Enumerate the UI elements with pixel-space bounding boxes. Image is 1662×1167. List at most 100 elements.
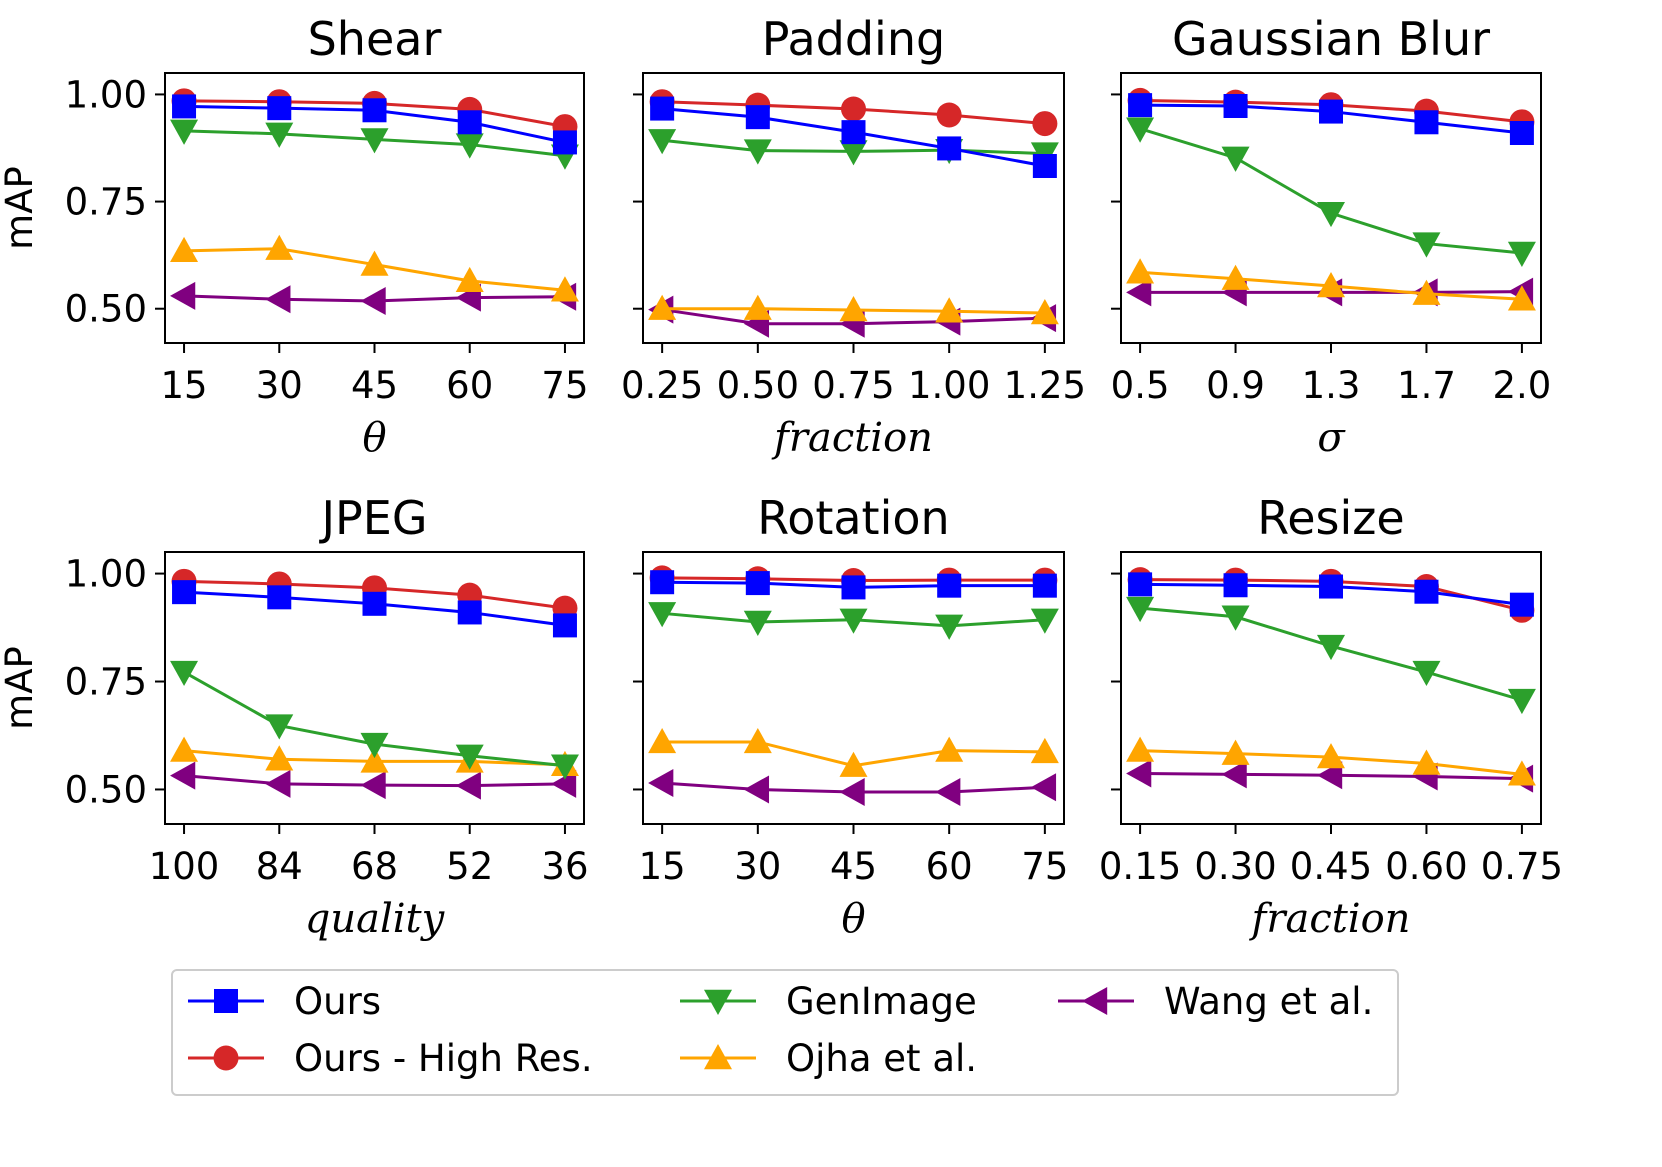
series-wang — [170, 761, 577, 800]
legend-label: Wang et al. — [1164, 980, 1373, 1023]
data-point — [550, 276, 579, 302]
data-point — [648, 768, 674, 797]
series-ours — [650, 96, 1057, 178]
x-tick-label: 52 — [446, 845, 493, 888]
data-point — [648, 129, 677, 155]
series-ojha — [1126, 258, 1536, 311]
x-tick-label: 60 — [926, 845, 973, 888]
legend: Ours Ours - High Res. GenImage Ojha et al. W… — [171, 969, 1399, 1096]
series-ours — [650, 570, 1057, 600]
data-point — [552, 613, 577, 638]
data-point — [455, 266, 484, 293]
data-point — [1126, 117, 1155, 143]
x-tick-label: 0.45 — [1290, 845, 1372, 888]
data-point — [170, 119, 199, 145]
data-point — [267, 96, 292, 121]
series-ojha — [170, 234, 579, 302]
data-point — [935, 614, 964, 640]
series-ours — [1128, 93, 1534, 145]
legend-item-ojha: Ojha et al. — [680, 1037, 977, 1080]
data-point — [265, 285, 291, 314]
data-point — [841, 96, 866, 122]
data-point — [1223, 573, 1248, 598]
legend-marker — [214, 989, 238, 1013]
data-point — [935, 778, 961, 807]
series-ojha — [648, 727, 1059, 777]
legend-item-wang: Wang et al. — [1058, 980, 1373, 1023]
data-point — [1032, 573, 1057, 598]
data-point — [1032, 111, 1058, 137]
x-tick-label: 30 — [734, 845, 781, 888]
data-point — [362, 98, 387, 123]
data-point — [455, 771, 481, 800]
series-ojha — [1126, 736, 1536, 786]
legend-marker — [704, 1044, 732, 1070]
data-point — [170, 281, 196, 310]
series-ours — [1128, 572, 1534, 617]
data-point — [172, 580, 197, 605]
x-tick-label: 0.60 — [1385, 845, 1467, 888]
legend-label: GenImage — [786, 980, 977, 1023]
x-tick-label: 36 — [541, 845, 588, 888]
data-point — [1317, 201, 1345, 228]
data-point — [170, 736, 199, 762]
series-ojha — [170, 736, 579, 777]
data-point — [360, 287, 386, 315]
series-genimage — [170, 119, 579, 170]
data-point — [935, 736, 964, 762]
data-point — [455, 133, 484, 159]
plot-frame — [164, 72, 585, 344]
data-point — [650, 570, 675, 595]
data-point — [170, 236, 199, 263]
x-tick-label: 0.15 — [1099, 845, 1181, 888]
data-point — [1032, 154, 1057, 178]
data-point — [1507, 241, 1536, 267]
y-tick-label: 0.75 — [65, 181, 147, 224]
x-tick-label: 84 — [256, 845, 303, 888]
series-ours — [172, 94, 577, 155]
data-point — [362, 591, 387, 616]
legend-label: Ojha et al. — [786, 1037, 977, 1080]
data-point — [841, 120, 866, 145]
data-point — [1319, 574, 1343, 599]
data-point — [745, 571, 770, 596]
plot-frame — [1120, 551, 1542, 825]
x-axis-label: σ — [1317, 415, 1346, 461]
data-point — [1317, 743, 1345, 769]
data-point — [1414, 110, 1439, 135]
series-ojha — [648, 294, 1059, 325]
subplot-title: Resize — [1257, 491, 1404, 545]
data-point — [745, 105, 770, 130]
data-point — [1317, 272, 1345, 298]
data-point — [267, 585, 292, 610]
data-point — [1507, 760, 1536, 786]
x-tick-label: 0.50 — [717, 364, 799, 407]
series-genimage — [1126, 117, 1536, 267]
legend-item-genimage: GenImage — [680, 980, 977, 1023]
subplot-title: Padding — [762, 12, 945, 66]
x-tick-label: 1.7 — [1397, 364, 1456, 407]
data-point — [1412, 279, 1441, 305]
data-point — [1223, 94, 1248, 118]
data-point — [1509, 592, 1534, 617]
data-point — [170, 660, 199, 687]
subplot-gaussian-blur: Gaussian Blur 0.5 0.9 1.3 1.7 2.0 σ — [1111, 12, 1552, 461]
data-point — [1030, 299, 1059, 325]
subplot-title: Rotation — [757, 491, 949, 545]
data-point — [1126, 736, 1155, 762]
data-point — [1509, 121, 1534, 145]
data-point — [265, 714, 294, 740]
x-tick-label: 45 — [830, 845, 877, 888]
y-tick-label: 1.00 — [65, 553, 147, 596]
data-point — [1128, 572, 1153, 597]
legend-marker — [1082, 987, 1108, 1015]
data-point — [1412, 660, 1441, 687]
data-point — [1412, 232, 1441, 258]
data-point — [457, 600, 482, 625]
data-point — [839, 140, 868, 166]
data-point — [937, 573, 962, 598]
data-point — [1221, 146, 1250, 172]
x-tick-label: 0.9 — [1206, 364, 1265, 407]
x-tick-label: 15 — [639, 845, 686, 888]
data-point — [1221, 264, 1250, 290]
